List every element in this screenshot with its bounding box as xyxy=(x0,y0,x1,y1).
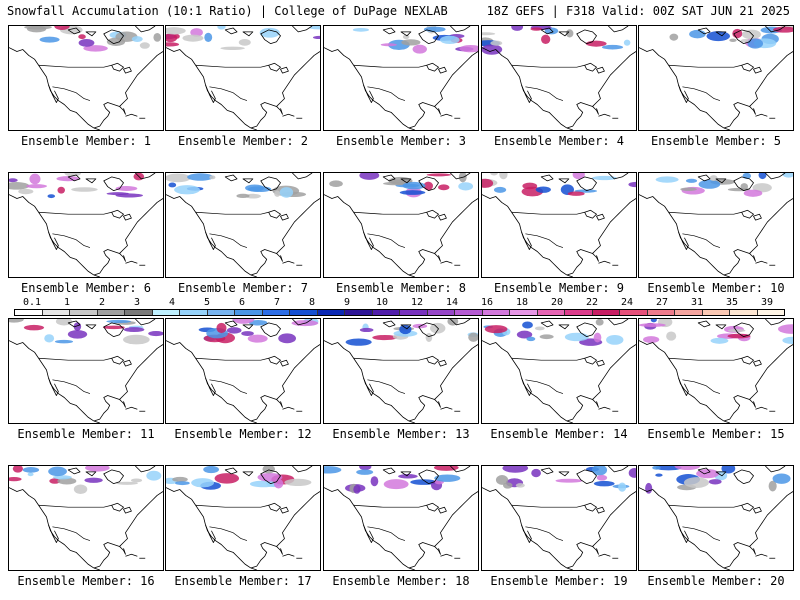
colorbar-segment xyxy=(400,310,428,315)
colorbar-tick-label: 16 xyxy=(480,297,494,308)
colorbar-segment xyxy=(757,310,784,315)
ensemble-member-map xyxy=(638,172,794,278)
colorbar-segment xyxy=(262,310,290,315)
ensemble-member-label: Ensemble Member: 4 xyxy=(493,134,625,148)
ensemble-member-map xyxy=(638,318,794,424)
colorbar-segment xyxy=(455,310,483,315)
colorbar-segment xyxy=(647,310,675,315)
colorbar-segment xyxy=(180,310,208,315)
ensemble-member-label: Ensemble Member: 6 xyxy=(20,281,152,295)
colorbar-segment xyxy=(372,310,400,315)
colorbar-tick-label: 18 xyxy=(515,297,529,308)
colorbar-tick-label: 31 xyxy=(690,297,704,308)
ensemble-member-label: Ensemble Member: 18 xyxy=(332,574,470,588)
colorbar-segment xyxy=(675,310,703,315)
ensemble-member-label: Ensemble Member: 1 xyxy=(20,134,152,148)
colorbar-tick-label: 12 xyxy=(410,297,424,308)
ensemble-member-label: Ensemble Member: 15 xyxy=(647,427,785,441)
ensemble-member-map xyxy=(481,25,637,131)
ensemble-member-map xyxy=(323,318,479,424)
colorbar-segment xyxy=(427,310,455,315)
colorbar-segment xyxy=(482,310,510,315)
colorbar-tick-label: 10 xyxy=(375,297,389,308)
ensemble-member-label: Ensemble Member: 12 xyxy=(174,427,312,441)
colorbar-segment xyxy=(70,310,98,315)
ensemble-member-map xyxy=(165,465,321,571)
colorbar-tick-label: 22 xyxy=(585,297,599,308)
ensemble-member-label: Ensemble Member: 9 xyxy=(493,281,625,295)
colorbar-tick-label: 35 xyxy=(725,297,739,308)
colorbar-tick-label: 5 xyxy=(203,297,211,308)
ensemble-member-map xyxy=(323,25,479,131)
colorbar-tick-label: 20 xyxy=(550,297,564,308)
colorbar-segment xyxy=(15,310,43,315)
colorbar-segment xyxy=(592,310,620,315)
colorbar-segment xyxy=(152,310,180,315)
ensemble-member-label: Ensemble Member: 2 xyxy=(177,134,309,148)
colorbar-segment xyxy=(565,310,593,315)
colorbar-tick-label: 27 xyxy=(655,297,669,308)
ensemble-member-map xyxy=(481,465,637,571)
colorbar-tick-label: 0.1 xyxy=(22,297,42,308)
ensemble-member-label: Ensemble Member: 17 xyxy=(174,574,312,588)
ensemble-member-map xyxy=(638,465,794,571)
colorbar-tick-label: 3 xyxy=(133,297,141,308)
ensemble-member-map xyxy=(8,172,164,278)
colorbar-tick-label: 4 xyxy=(168,297,176,308)
ensemble-member-map xyxy=(8,318,164,424)
ensemble-member-map xyxy=(481,318,637,424)
ensemble-member-map xyxy=(8,25,164,131)
ensemble-member-label: Ensemble Member: 20 xyxy=(647,574,785,588)
colorbar-tick-label: 39 xyxy=(760,297,774,308)
ensemble-member-label: Ensemble Member: 3 xyxy=(335,134,467,148)
ensemble-member-map xyxy=(323,465,479,571)
colorbar-segment xyxy=(317,310,345,315)
ensemble-member-map xyxy=(638,25,794,131)
colorbar-tick-label: 24 xyxy=(620,297,634,308)
colorbar-segment xyxy=(510,310,538,315)
colorbar-segment xyxy=(125,310,153,315)
ensemble-member-map xyxy=(481,172,637,278)
colorbar-segment xyxy=(345,310,373,315)
ensemble-member-label: Ensemble Member: 13 xyxy=(332,427,470,441)
colorbar-tick-label: 1 xyxy=(63,297,71,308)
ensemble-member-label: Ensemble Member: 5 xyxy=(650,134,782,148)
colorbar-segment xyxy=(97,310,125,315)
ensemble-member-label: Ensemble Member: 8 xyxy=(335,281,467,295)
ensemble-member-map xyxy=(165,318,321,424)
colorbar-tick-label: 8 xyxy=(308,297,316,308)
ensemble-member-label: Ensemble Member: 10 xyxy=(647,281,785,295)
colorbar-segment xyxy=(730,310,758,315)
colorbar-segment xyxy=(207,310,235,315)
colorbar-tick-label: 7 xyxy=(273,297,281,308)
colorbar-segment xyxy=(537,310,565,315)
colorbar-segment xyxy=(620,310,648,315)
colorbar-segment xyxy=(290,310,318,315)
ensemble-member-map xyxy=(165,25,321,131)
ensemble-member-label: Ensemble Member: 7 xyxy=(177,281,309,295)
colorbar-tick-label: 6 xyxy=(238,297,246,308)
ensemble-member-label: Ensemble Member: 14 xyxy=(490,427,628,441)
ensemble-member-label: Ensemble Member: 19 xyxy=(490,574,628,588)
ensemble-member-label: Ensemble Member: 16 xyxy=(17,574,155,588)
colorbar-segment xyxy=(235,310,263,315)
ensemble-member-map xyxy=(165,172,321,278)
colorbar-tick-label: 9 xyxy=(343,297,351,308)
colorbar-tick-label: 2 xyxy=(98,297,106,308)
ensemble-member-map xyxy=(8,465,164,571)
colorbar-segment xyxy=(42,310,70,315)
colorbar-segment xyxy=(702,310,730,315)
map-title: Snowfall Accumulation (10:1 Ratio) | Col… xyxy=(7,4,448,18)
model-run-info: 18Z GEFS | F318 Valid: 00Z SAT JUN 21 20… xyxy=(486,4,790,18)
snowfall-colorbar xyxy=(14,309,785,316)
colorbar-tick-label: 14 xyxy=(445,297,459,308)
ensemble-member-map xyxy=(323,172,479,278)
ensemble-member-label: Ensemble Member: 11 xyxy=(17,427,155,441)
